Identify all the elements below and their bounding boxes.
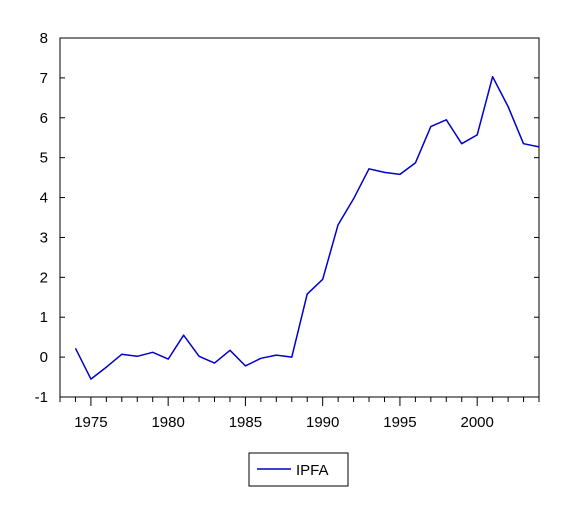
- x-tick-label: 1980: [151, 414, 184, 431]
- y-tick-label: 2: [40, 269, 48, 286]
- y-tick-label: 5: [40, 150, 48, 167]
- y-tick-label: -1: [35, 389, 48, 406]
- x-tick-label: 2000: [461, 414, 494, 431]
- plot-frame: [59, 37, 540, 398]
- y-tick-label: 0: [40, 349, 48, 366]
- y-tick-label: 3: [40, 229, 48, 246]
- y-tick-label: 7: [40, 70, 48, 87]
- y-tick-label: 4: [40, 190, 48, 207]
- y-axis: 8 7 6 5 4 3 2 1 0 -1: [35, 30, 539, 406]
- x-axis: 1975 1980 1985 1990 1995 2000: [59, 397, 540, 431]
- series-layer: [74, 75, 540, 380]
- x-tick-label: 1990: [306, 414, 339, 431]
- legend-label-ipfa: IPFA: [296, 462, 329, 479]
- series-line-ipfa: [74, 75, 540, 380]
- x-tick-label: 1975: [74, 414, 107, 431]
- x-tick-label: 1985: [229, 414, 262, 431]
- x-tick-label: 1995: [383, 414, 416, 431]
- y-tick-label: 8: [40, 30, 48, 47]
- y-tick-label: 1: [40, 309, 48, 326]
- y-tick-label: 6: [40, 110, 48, 127]
- legend: IPFA: [248, 452, 349, 487]
